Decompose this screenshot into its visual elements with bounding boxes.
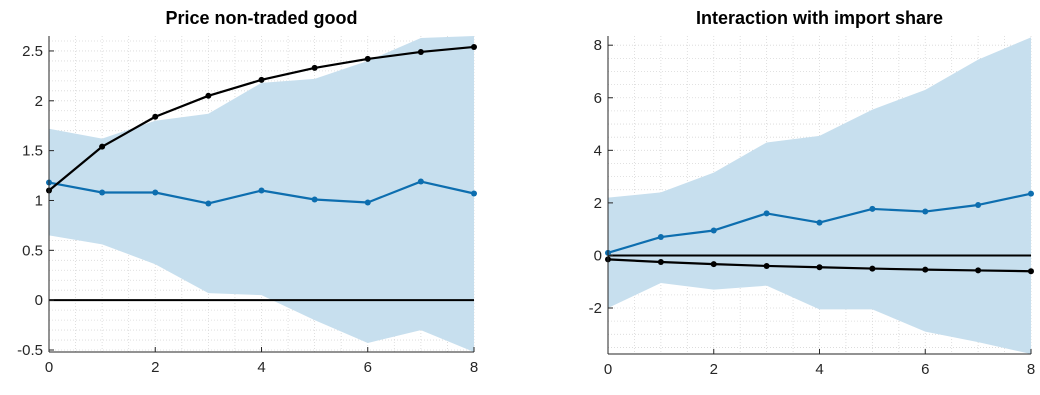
x-tick-label: 0	[45, 359, 53, 376]
y-tick-label: 2	[35, 93, 43, 110]
data-point-black	[471, 43, 477, 50]
data-point-blue	[258, 187, 265, 194]
y-tick-label: 0.5	[22, 242, 43, 259]
data-point-blue	[816, 219, 823, 226]
y-tick-label: 2.5	[22, 43, 43, 60]
data-point-black	[417, 48, 424, 55]
data-point-black	[311, 64, 318, 71]
data-point-black	[364, 55, 371, 62]
data-point-blue	[710, 227, 717, 234]
y-tick-label: -2	[589, 300, 602, 317]
data-point-blue	[763, 210, 770, 217]
y-tick-label: -0.5	[17, 342, 43, 359]
x-tick-label: 4	[257, 359, 265, 376]
data-point-black	[869, 265, 876, 272]
data-point-blue	[922, 208, 929, 215]
data-point-blue	[1028, 190, 1034, 197]
data-point-black	[710, 261, 717, 268]
x-tick-label: 2	[151, 359, 159, 376]
y-tick-label: 0	[35, 292, 43, 309]
data-point-blue	[364, 199, 371, 206]
data-point-black	[99, 143, 106, 150]
data-point-blue	[975, 201, 982, 208]
data-point-black	[975, 267, 982, 274]
y-tick-label: 4	[594, 142, 602, 159]
data-point-black	[816, 264, 823, 271]
data-point-blue	[311, 196, 318, 203]
data-point-black	[205, 92, 212, 99]
data-point-black	[763, 262, 770, 269]
x-tick-label: 2	[710, 361, 718, 378]
data-point-black	[1028, 268, 1034, 275]
confidence-band	[608, 37, 1031, 354]
data-point-blue	[657, 234, 664, 241]
x-tick-label: 6	[921, 361, 929, 378]
data-point-black	[258, 76, 265, 83]
x-tick-label: 8	[1027, 361, 1035, 378]
data-point-blue	[205, 200, 212, 207]
chart-title: Interaction with import share	[696, 8, 943, 28]
data-point-black	[922, 266, 929, 273]
x-tick-label: 4	[815, 361, 823, 378]
data-point-blue	[471, 190, 477, 197]
x-tick-label: 0	[604, 361, 612, 378]
chart-panel-interaction-import-share: Interaction with import share 0 2 4 6 8 -2 0 2 4…	[589, 8, 1036, 378]
data-point-blue	[152, 189, 159, 196]
data-point-blue	[417, 178, 424, 185]
data-point-blue	[99, 189, 106, 196]
y-tick-label: 1.5	[22, 143, 43, 160]
y-tick-label: 0	[594, 247, 602, 264]
data-point-black	[657, 259, 664, 266]
data-point-black	[152, 113, 159, 120]
y-tick-label: 8	[594, 37, 602, 54]
y-tick-label: 6	[594, 90, 602, 107]
x-tick-label: 6	[364, 359, 372, 376]
data-point-blue	[869, 205, 876, 212]
confidence-band	[49, 36, 474, 352]
chart-title: Price non-traded good	[165, 8, 357, 28]
y-tick-label: 2	[594, 195, 602, 212]
y-tick-label: 1	[35, 192, 43, 209]
x-tick-label: 8	[470, 359, 478, 376]
chart-panel-price-non-traded-good: Price non-traded good 0 2 4 6 8-0.500.511.52…	[17, 8, 478, 376]
